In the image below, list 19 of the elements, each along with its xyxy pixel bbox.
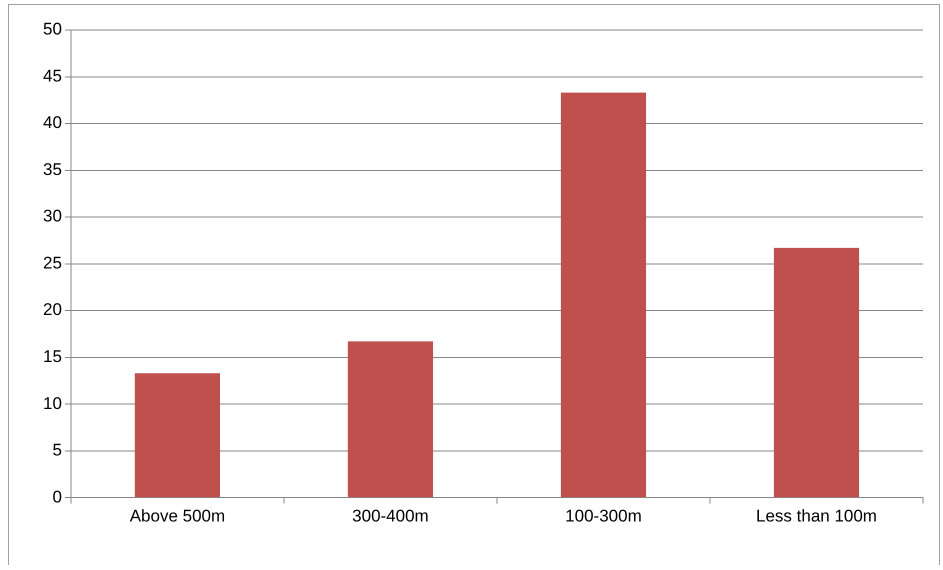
- y-tick-label: 40: [42, 113, 62, 132]
- y-tick-label: 0: [52, 487, 62, 506]
- y-tick-label: 45: [42, 66, 62, 86]
- bar: [774, 248, 860, 498]
- bar: [560, 92, 646, 498]
- y-tick-label: 50: [42, 20, 62, 39]
- y-tick-label: 30: [42, 206, 62, 226]
- bar: [348, 341, 434, 498]
- y-tick-label: 20: [42, 300, 62, 320]
- y-tick-label: 35: [42, 160, 62, 179]
- y-tick-label: 10: [42, 394, 62, 413]
- y-tick-label: 5: [52, 440, 62, 460]
- x-tick-label: Less than 100m: [756, 506, 877, 526]
- y-tick-label: 25: [42, 253, 62, 272]
- bar: [134, 373, 220, 498]
- x-tick-label: Above 500m: [130, 506, 226, 526]
- x-tick-label: 100-300m: [565, 506, 642, 526]
- y-tick-label: 15: [42, 347, 62, 366]
- x-tick-label: 300-400m: [352, 506, 429, 526]
